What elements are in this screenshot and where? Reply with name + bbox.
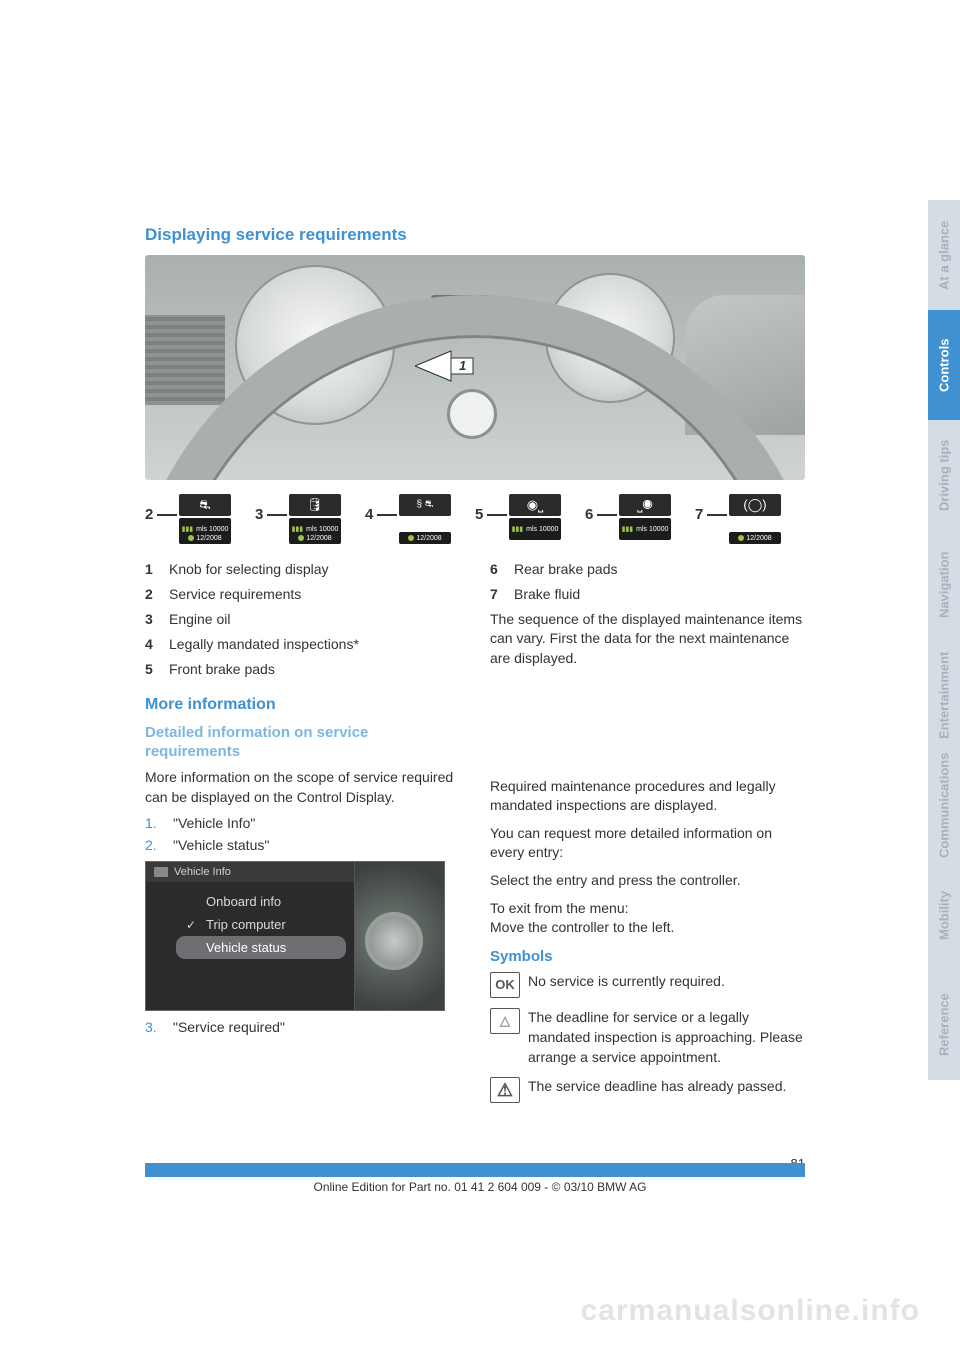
tab-navigation[interactable]: Navigation [928, 530, 960, 640]
legend-6-text: Rear brake pads [514, 560, 618, 579]
legend-7-text: Brake fluid [514, 585, 580, 604]
brake-fluid-icon: (◯) [729, 494, 781, 516]
indicator-3-clock: 12/2008 [289, 532, 341, 544]
tab-controls[interactable]: Controls [928, 310, 960, 420]
step-vehicle-info: "Vehicle Info" [173, 815, 255, 831]
indicator-5: 5 ◉⎵ ▮▮▮mls 10000 [475, 486, 585, 546]
legend-1-text: Knob for selecting display [169, 560, 329, 579]
indicator-6-info: ▮▮▮mls 10000 [619, 518, 671, 540]
detailed-info-title: Detailed information on service requirem… [145, 724, 460, 762]
inspection-icon: § ⛐ [399, 494, 451, 516]
legend-5-text: Front brake pads [169, 660, 275, 679]
legend-right: 6Rear brake pads 7Brake fluid [490, 560, 805, 604]
idrive-controller-image [354, 862, 444, 1011]
side-tabs: At a glance Controls Driving tips Naviga… [928, 200, 960, 1080]
step-vehicle-status: "Vehicle status" [173, 837, 269, 853]
car-up-icon: ⛐ [179, 494, 231, 516]
figure-idrive-menu: Vehicle Info Onboard info ✓Trip computer… [145, 861, 445, 1011]
symbol-ok-row: OK No service is currently required. [490, 972, 805, 998]
indicator-2-num: 2 [145, 506, 153, 523]
exit-menu-text: To exit from the menu: Move the controll… [490, 899, 805, 938]
legend-left: 1Knob for selecting display 2Service req… [145, 560, 460, 678]
indicator-5-info: ▮▮▮mls 10000 [509, 518, 561, 540]
tab-at-a-glance[interactable]: At a glance [928, 200, 960, 310]
steps-b: 3."Service required" [145, 1019, 460, 1035]
symbols-title: Symbols [490, 948, 805, 967]
tab-mobility[interactable]: Mobility [928, 860, 960, 970]
callout-1-label: 1 [459, 358, 466, 373]
indicator-3: 3 🛢 ▮▮▮mls 10000 12/2008 [255, 486, 365, 546]
indicator-4: 4 § ⛐ 12/2008 [365, 486, 475, 546]
triangle-warning-icon: ⚠ [490, 1077, 520, 1103]
triangle-outline-icon: △ [490, 1008, 520, 1034]
tab-entertainment[interactable]: Entertainment [928, 640, 960, 750]
indicator-3-num: 3 [255, 506, 263, 523]
watermark: carmanualsonline.info [581, 1294, 920, 1328]
indicator-7-num: 7 [695, 506, 703, 523]
oil-can-icon: 🛢 [289, 494, 341, 516]
symbol-passed-row: ⚠ The service deadline has already passe… [490, 1077, 805, 1103]
indicator-7-clock: 12/2008 [729, 532, 781, 544]
symbol-approaching-row: △ The deadline for service or a legally … [490, 1008, 805, 1067]
step-service-required: "Service required" [173, 1019, 285, 1035]
idrive-item-vehicle-status: Vehicle status [176, 936, 346, 959]
select-entry-text: Select the entry and press the controlle… [490, 871, 805, 891]
legend-2-text: Service requirements [169, 585, 301, 604]
detailed-info-body: More information on the scope of service… [145, 768, 460, 807]
ok-icon: OK [490, 972, 520, 998]
symbol-passed-text: The service deadline has already passed. [528, 1077, 786, 1103]
callout-1-arrow: 1 [415, 341, 475, 394]
request-detail-text: You can request more detailed informatio… [490, 824, 805, 863]
indicator-7: 7 (◯) 12/2008 [695, 486, 805, 546]
indicator-6-num: 6 [585, 506, 593, 523]
rear-brake-icon: ⎵◉ [619, 494, 671, 516]
dash-vent-left [145, 315, 225, 405]
section-title: Displaying service requirements [145, 225, 805, 245]
tab-communications[interactable]: Communications [928, 750, 960, 860]
steps-a: 1."Vehicle Info" 2."Vehicle status" [145, 815, 460, 853]
indicator-4-clock: 12/2008 [399, 532, 451, 544]
tab-reference[interactable]: Reference [928, 970, 960, 1080]
page-number-bar [145, 1163, 805, 1177]
car-icon [154, 867, 168, 877]
legend-3-text: Engine oil [169, 610, 231, 629]
more-information-title: More information [145, 696, 460, 714]
indicator-6: 6 ⎵◉ ▮▮▮mls 10000 [585, 486, 695, 546]
tab-driving-tips[interactable]: Driving tips [928, 420, 960, 530]
indicator-2-clock: 12/2008 [179, 532, 231, 544]
figure-dashboard: 1 [145, 255, 805, 480]
footer-line: Online Edition for Part no. 01 41 2 604 … [0, 1180, 960, 1194]
symbol-ok-text: No service is currently required. [528, 972, 725, 998]
sequence-text: The sequence of the displayed maintenanc… [490, 610, 805, 669]
legend-4-text: Legally mandated inspections* [169, 635, 359, 654]
front-brake-icon: ◉⎵ [509, 494, 561, 516]
indicator-row: 2 ⛐ ▮▮▮mls 10000 12/2008 3 🛢 ▮▮▮mls 1000… [145, 486, 805, 546]
indicator-5-num: 5 [475, 506, 483, 523]
symbol-approaching-text: The deadline for service or a legally ma… [528, 1008, 805, 1067]
indicator-4-num: 4 [365, 506, 373, 523]
dash-wheel-badge [447, 389, 497, 439]
required-maint-text: Required maintenance procedures and lega… [490, 777, 805, 816]
indicator-2: 2 ⛐ ▮▮▮mls 10000 12/2008 [145, 486, 255, 546]
